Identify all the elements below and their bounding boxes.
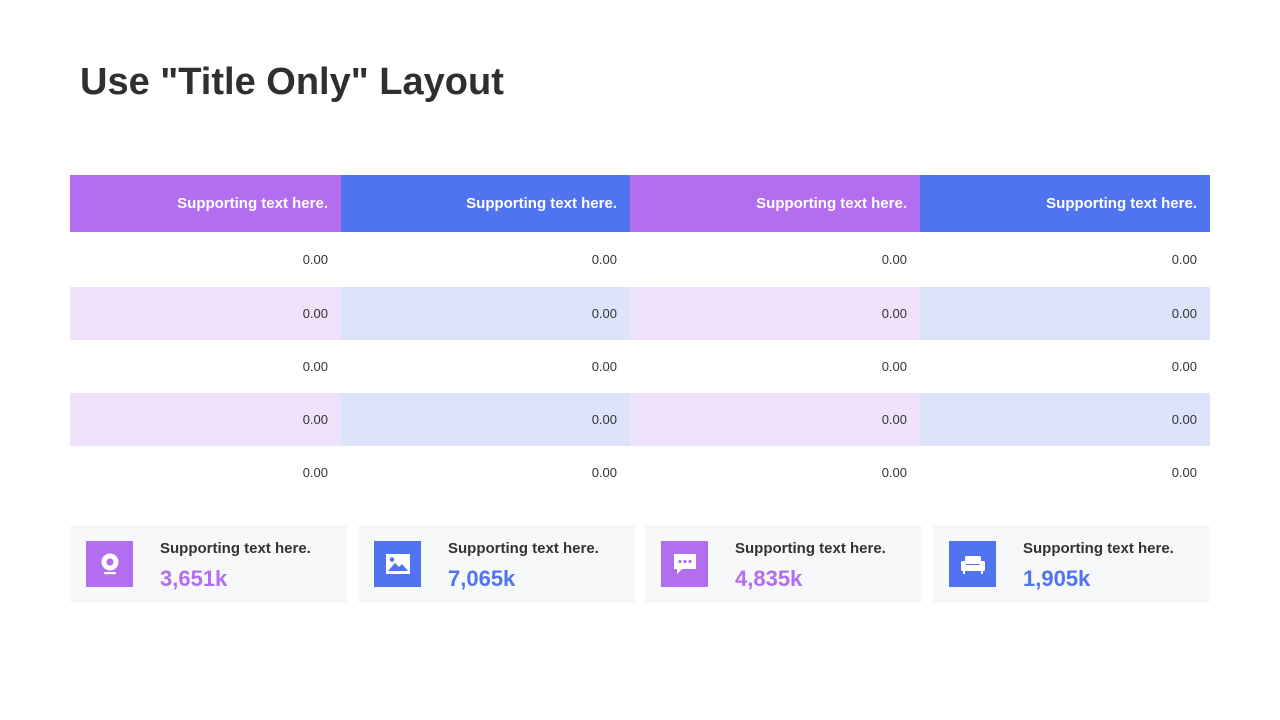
- card-value: 7,065k: [448, 566, 516, 591]
- table-cell: 0.00: [630, 393, 920, 446]
- table-cell: 0.00: [881, 359, 907, 374]
- table-cell: 0.00: [341, 287, 630, 340]
- table-cell: 0.00: [70, 287, 341, 340]
- card-label: Supporting text here.: [735, 540, 886, 557]
- table-cell: 0.00: [920, 287, 1210, 340]
- table-cell: 0.00: [591, 252, 617, 267]
- chat-bubble-icon: [661, 541, 708, 587]
- table-row: 0.00 0.00 0.00 0.00: [70, 340, 1210, 393]
- table-row: 0.00 0.00 0.00 0.00: [70, 232, 1210, 287]
- table-row: 0.00 0.00 0.00 0.00: [70, 446, 1210, 499]
- table-cell: 0.00: [341, 393, 630, 446]
- column-header: Supporting text here.: [70, 175, 341, 232]
- column-header: Supporting text here.: [341, 175, 630, 232]
- slide-title: Use "Title Only" Layout: [80, 61, 504, 103]
- sofa-icon: [949, 541, 996, 587]
- column-header: Supporting text here.: [920, 175, 1210, 232]
- card-value: 3,651k: [160, 566, 228, 591]
- card-label: Supporting text here.: [448, 540, 599, 557]
- table-cell: 0.00: [1171, 252, 1197, 267]
- webcam-icon: [86, 541, 133, 587]
- stat-card: Supporting text here. 4,835k: [645, 525, 922, 603]
- table-cell: 0.00: [591, 359, 617, 374]
- table-row: 0.00 0.00 0.00 0.00: [70, 287, 1210, 340]
- card-value: 1,905k: [1023, 566, 1091, 591]
- table-cell: 0.00: [302, 465, 328, 480]
- table-header-row: Supporting text here. Supporting text he…: [70, 175, 1210, 232]
- table-row: 0.00 0.00 0.00 0.00: [70, 393, 1210, 446]
- stat-card: Supporting text here. 3,651k: [70, 525, 347, 603]
- image-icon: [374, 541, 421, 587]
- stat-card: Supporting text here. 1,905k: [933, 525, 1210, 603]
- table-cell: 0.00: [881, 252, 907, 267]
- table-cell: 0.00: [591, 465, 617, 480]
- table-cell: 0.00: [302, 359, 328, 374]
- column-header: Supporting text here.: [630, 175, 920, 232]
- table-cell: 0.00: [1171, 465, 1197, 480]
- table-cell: 0.00: [630, 287, 920, 340]
- table-cell: 0.00: [70, 393, 341, 446]
- data-table: Supporting text here. Supporting text he…: [70, 175, 1210, 499]
- table-cell: 0.00: [1171, 359, 1197, 374]
- table-cell: 0.00: [881, 465, 907, 480]
- card-label: Supporting text here.: [160, 540, 311, 557]
- table-cell: 0.00: [920, 393, 1210, 446]
- card-value: 4,835k: [735, 566, 803, 591]
- card-label: Supporting text here.: [1023, 540, 1174, 557]
- stat-cards: Supporting text here. 3,651k Supporting …: [70, 525, 1210, 603]
- stat-card: Supporting text here. 7,065k: [358, 525, 635, 603]
- table-cell: 0.00: [302, 252, 328, 267]
